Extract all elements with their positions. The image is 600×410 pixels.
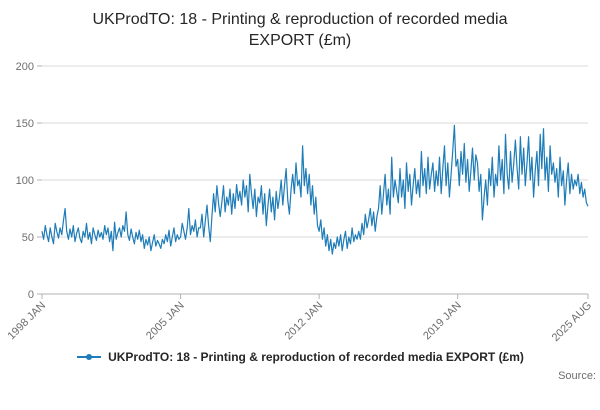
x-axis-label: 2005 JAN — [144, 299, 187, 342]
source-label: Source: — [558, 369, 596, 382]
legend-marker-dot — [86, 353, 93, 360]
series-line[interactable] — [41, 124, 589, 255]
y-axis-label: 0 — [28, 289, 34, 301]
y-axis-label: 150 — [16, 118, 34, 130]
y-axis-label: 100 — [16, 175, 34, 187]
plot-area: 0 50 100 150 200 1998 JAN 2005 JAN 2012 JAN 2019… — [0, 54, 600, 350]
legend-item[interactable]: UKProdTO: 18 - Printing & reproduction o… — [76, 350, 524, 364]
y-axis-label: 200 — [16, 61, 34, 73]
line-chart: 0 50 100 150 200 1998 JAN 2005 JAN 2012 JAN 2019… — [5, 61, 594, 344]
chart-title: UKProdTO: 18 - Printing & reproduction o… — [92, 11, 508, 49]
y-axis-label: 50 — [22, 232, 34, 244]
x-axis-label: 2012 JAN — [283, 299, 326, 342]
legend-label: UKProdTO: 18 - Printing & reproduction o… — [108, 349, 524, 364]
legend-marker — [77, 353, 102, 360]
x-axis-label: 2025 AUG — [550, 299, 594, 343]
x-axis-label: 2019 JAN — [421, 299, 464, 342]
x-axis-label: 1998 JAN — [5, 299, 48, 342]
legend: UKProdTO: 18 - Printing & reproduction o… — [0, 350, 600, 364]
